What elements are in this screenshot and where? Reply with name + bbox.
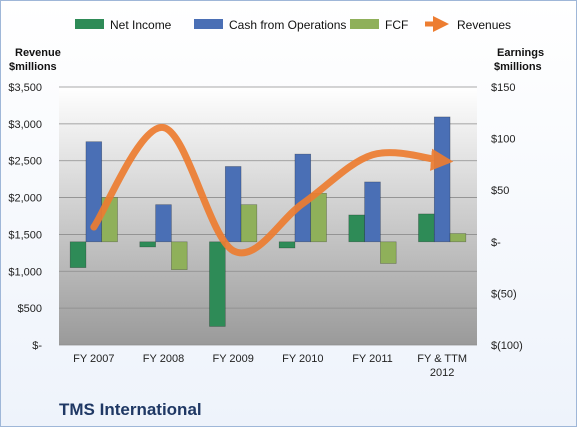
- legend-label-revenues: Revenues: [457, 18, 511, 32]
- x-tick-label: FY 2010: [282, 353, 323, 365]
- bar-net-income: [348, 214, 365, 243]
- right-axis-ticks: $(100) $(50) $- $50 $100 $150: [491, 82, 523, 352]
- left-tick-label: $3,000: [8, 119, 42, 131]
- bars: [69, 116, 467, 327]
- bar-cash-from-operations: [155, 204, 172, 243]
- left-tick-label: $500: [18, 303, 42, 315]
- legend-swatch-fcf: [350, 19, 379, 29]
- bar-net-income: [139, 241, 156, 248]
- bar-net-income: [418, 213, 435, 243]
- bar-fcf: [240, 204, 258, 243]
- left-tick-label: $3,500: [8, 82, 42, 94]
- left-tick-label: $2,500: [8, 156, 42, 168]
- x-tick-label: FY 2009: [212, 353, 253, 365]
- x-tick-label: FY 2011: [352, 353, 393, 365]
- right-tick-label: $(50): [491, 288, 517, 300]
- right-tick-label: $100: [491, 134, 515, 146]
- bar-cash-from-operations: [364, 181, 381, 243]
- left-tick-label: $-: [32, 340, 42, 352]
- legend: Net Income Cash from Operations FCF Reve…: [75, 15, 511, 32]
- bar-fcf: [380, 241, 397, 264]
- bar-net-income: [209, 241, 226, 327]
- legend-label-fcf: FCF: [385, 18, 408, 32]
- bar-net-income: [278, 241, 296, 249]
- bar-fcf: [449, 233, 467, 243]
- legend-swatch-net-income: [75, 19, 104, 29]
- right-tick-label: $50: [491, 185, 509, 197]
- right-axis-title-line2: $millions: [494, 61, 542, 73]
- bar-fcf: [310, 192, 327, 243]
- legend-label-cash-from-operations: Cash from Operations: [229, 18, 346, 32]
- legend-swatch-cash-from-operations: [194, 19, 223, 29]
- plot-area: [59, 87, 477, 345]
- revenue-line-layer: [90, 124, 454, 257]
- bar-cash-from-operations: [224, 166, 242, 243]
- left-tick-label: $1,000: [8, 266, 42, 278]
- left-axis-title-line2: $millions: [9, 61, 57, 73]
- bar-net-income: [69, 241, 87, 268]
- revenue-line: [90, 124, 454, 257]
- x-tick-label: FY 2007: [73, 353, 114, 365]
- right-tick-label: $-: [491, 237, 501, 249]
- left-tick-label: $2,000: [8, 193, 42, 205]
- bar-cash-from-operations: [433, 116, 451, 243]
- left-axis-title-line1: Revenue: [15, 47, 61, 59]
- x-tick-label: FY 2008: [143, 353, 184, 365]
- left-axis-ticks: $- $500 $1,000 $1,500 $2,000 $2,500 $3,000 $3,5…: [8, 82, 42, 352]
- right-tick-label: $150: [491, 82, 515, 94]
- right-axis-title-line1: Earnings: [497, 47, 544, 59]
- bar-fcf: [171, 241, 188, 270]
- legend-label-net-income: Net Income: [110, 18, 172, 32]
- company-name: TMS International: [59, 400, 202, 419]
- x-axis-ticks: FY 2007 FY 2008 FY 2009 FY 2010 FY 2011 FY & …: [73, 353, 467, 379]
- right-tick-label: $(100): [491, 340, 523, 352]
- x-tick-label: FY & TTM 2012: [417, 353, 467, 379]
- left-tick-label: $1,500: [8, 229, 42, 241]
